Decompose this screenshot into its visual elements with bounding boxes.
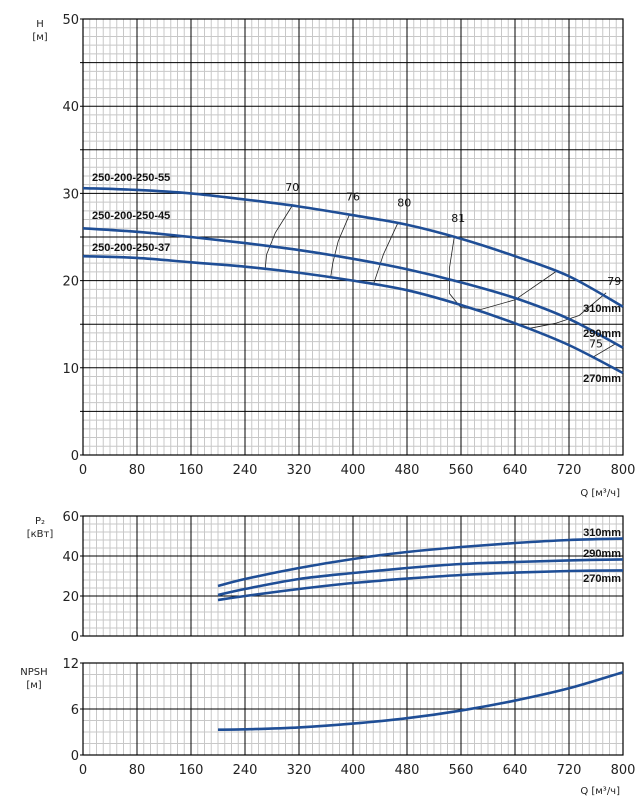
series-curve-310mm: [82, 186, 624, 308]
impeller-label: 270mm: [583, 373, 621, 385]
y-tick-label: 50: [62, 13, 79, 28]
series-curve-310mm: [217, 537, 624, 588]
efficiency-curve-70: [264, 205, 293, 269]
efficiency-curve-76: [330, 214, 350, 278]
x-tick-label: 480: [395, 463, 420, 478]
x-tick-label: 0: [79, 763, 87, 778]
plot-frame: [82, 515, 624, 637]
npsh-axis-label: NPSH: [20, 667, 47, 678]
efficiency-label: 79: [607, 275, 621, 288]
impeller-label: 310mm: [583, 303, 621, 315]
x-tick-label: 80: [129, 763, 146, 778]
x-tick-label: 400: [341, 763, 366, 778]
model-label: 250-200-250-37: [92, 242, 170, 254]
x-tick-label: 160: [179, 763, 204, 778]
plot-frame: [82, 662, 624, 756]
efficiency-curve-81: [449, 236, 556, 310]
y-tick-label: 30: [62, 187, 79, 202]
efficiency-label: 81: [451, 212, 465, 225]
series-curve-270mm: [82, 254, 624, 375]
series-curve-290mm: [82, 226, 624, 349]
x-tick-label: 720: [557, 763, 582, 778]
x-tick-label: 640: [503, 763, 528, 778]
impeller-label-power: 310mm: [583, 527, 621, 539]
p2-axis-unit: [кВт]: [27, 529, 54, 540]
efficiency-label: 75: [589, 338, 603, 351]
x-tick-label: 240: [233, 763, 258, 778]
h-axis-unit: [м]: [32, 32, 47, 43]
series-curve-NPSH: [217, 670, 624, 731]
x-tick-label: 0: [79, 463, 87, 478]
efficiency-curve-75: [592, 343, 617, 358]
series-curve-290mm: [217, 558, 624, 597]
plot-frame: [82, 18, 624, 456]
y-tick-label: 40: [62, 100, 79, 115]
y-tick-label: 6: [71, 703, 79, 718]
efficiency-label: 76: [346, 190, 360, 203]
model-label: 250-200-250-55: [92, 172, 170, 184]
y-tick-label: 10: [62, 362, 79, 377]
x-tick-label: 400: [341, 463, 366, 478]
x-tick-label: 800: [611, 763, 636, 778]
x-tick-label: 240: [233, 463, 258, 478]
y-tick-label: 0: [71, 749, 79, 764]
y-tick-label: 20: [62, 590, 79, 605]
x-tick-label: 640: [503, 463, 528, 478]
y-tick-label: 20: [62, 275, 79, 290]
x-tick-label: 560: [449, 763, 474, 778]
p2-axis-label: P₂: [35, 516, 45, 527]
y-tick-label: 60: [62, 510, 79, 525]
x-tick-label: 560: [449, 463, 474, 478]
impeller-label-power: 270mm: [583, 573, 621, 585]
y-tick-label: 40: [62, 550, 79, 565]
y-tick-label: 12: [62, 657, 79, 672]
x-tick-label: 160: [179, 463, 204, 478]
q-axis-label-top: Q [м³/ч]: [580, 488, 620, 499]
y-tick-label: 0: [71, 630, 79, 645]
efficiency-label: 80: [397, 196, 411, 209]
h-axis-label: H: [36, 19, 44, 30]
npsh-axis-unit: [м]: [26, 680, 41, 691]
y-tick-label: 0: [71, 449, 79, 464]
efficiency-curve-80: [372, 222, 399, 286]
impeller-label: 290mm: [583, 328, 621, 340]
q-axis-label-bottom: Q [м³/ч]: [580, 786, 620, 797]
x-tick-label: 320: [287, 763, 312, 778]
model-label: 250-200-250-45: [92, 210, 170, 222]
efficiency-label: 70: [285, 181, 299, 194]
x-tick-label: 800: [611, 463, 636, 478]
series-curve-270mm: [217, 569, 624, 602]
x-tick-label: 320: [287, 463, 312, 478]
impeller-label-power: 290mm: [583, 548, 621, 560]
x-tick-label: 480: [395, 763, 420, 778]
x-tick-label: 720: [557, 463, 582, 478]
x-tick-label: 80: [129, 463, 146, 478]
